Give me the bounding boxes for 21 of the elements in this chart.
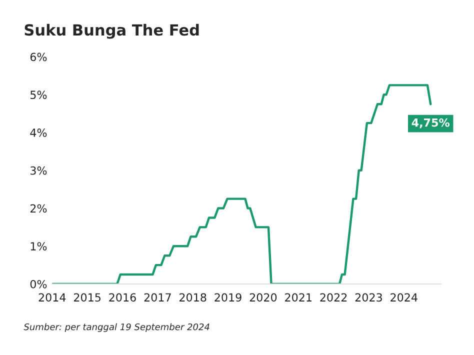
x-tick-label: 2014: [38, 293, 66, 302]
y-tick-label: 2%: [30, 204, 47, 213]
annotation: 4,75%: [412, 118, 450, 128]
y-tick-label: 5%: [30, 90, 47, 100]
x-tick-label: 2018: [180, 293, 206, 302]
chart-title: Suku Bunga The Fed: [24, 24, 199, 39]
x-tick-label: 2016: [109, 293, 136, 302]
x-tick-label: 2020: [250, 293, 277, 302]
x-tick-label: 2022: [320, 293, 347, 302]
y-tick-label: 6%: [30, 52, 47, 62]
x-tick-label: 2021: [285, 293, 312, 302]
y-tick-label: 4%: [30, 128, 47, 137]
x-tick-label: 2019: [214, 293, 242, 302]
y-tick-label: 3%: [30, 166, 47, 175]
x-tick-label: 2015: [74, 293, 100, 302]
y-tick-label: 0%: [30, 280, 47, 288]
text: Sumber: per tanggal 19 September 2024: [24, 323, 210, 332]
x-tick-label: 2023: [355, 293, 382, 302]
y-tick-label: 1%: [30, 242, 47, 251]
x-tick-label: 2024: [390, 293, 418, 302]
x-tick-label: 2017: [144, 293, 171, 302]
